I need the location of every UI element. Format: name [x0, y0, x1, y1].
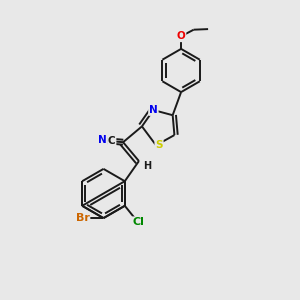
- Text: O: O: [177, 31, 185, 41]
- Text: N: N: [98, 135, 106, 146]
- Text: H: H: [143, 161, 152, 171]
- Text: Br: Br: [76, 213, 89, 223]
- Text: S: S: [155, 140, 163, 150]
- Text: Cl: Cl: [132, 217, 144, 227]
- Text: C: C: [108, 136, 116, 146]
- Text: N: N: [149, 105, 158, 115]
